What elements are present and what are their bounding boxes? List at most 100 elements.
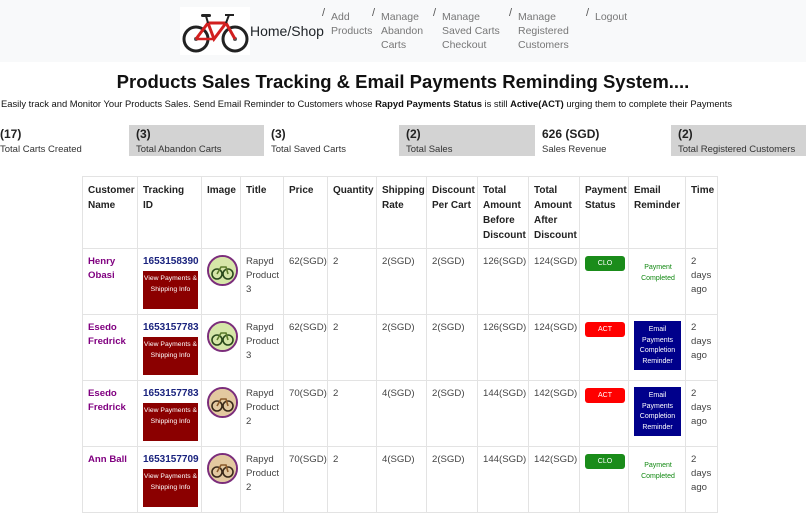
total-after-discount: 142(SGD)	[528, 380, 580, 447]
stat-registered-customers: (2) Total Registered Customers	[671, 125, 806, 156]
discount: 2(SGD)	[426, 446, 478, 513]
col-header: Image	[201, 176, 241, 249]
table-row: Henry Obasi 1653158390 View Payments & S…	[82, 248, 718, 315]
quantity: 2	[327, 314, 377, 381]
total-before-discount: 126(SGD)	[477, 314, 529, 381]
tracking-id: 1653157709	[143, 454, 199, 465]
tracking-id: 1653158390	[143, 256, 199, 267]
col-header: Customer Name	[82, 176, 138, 249]
product-image	[207, 321, 238, 352]
table-row: Esedo Fredrick 1653157783 View Payments …	[82, 314, 718, 381]
nav-manage-saved-carts[interactable]: / Manage Saved Carts Checkout	[433, 7, 506, 52]
price: 62(SGD)	[283, 248, 328, 315]
view-payments-button[interactable]: View Payments & Shipping Info	[143, 403, 198, 441]
time: 2 days ago	[685, 314, 718, 381]
view-payments-button[interactable]: View Payments & Shipping Info	[143, 337, 198, 375]
col-header: Tracking ID	[137, 176, 202, 249]
discount: 2(SGD)	[426, 248, 478, 315]
payment-completed-text: Payment Completed	[641, 264, 675, 282]
shipping-rate: 4(SGD)	[376, 380, 427, 447]
stat-total-carts: (17) Total Carts Created	[0, 125, 129, 156]
nav-separator: /	[509, 7, 513, 19]
discount: 2(SGD)	[426, 314, 478, 381]
stats-bar: (17) Total Carts Created (3) Total Aband…	[0, 125, 806, 156]
nav-separator: /	[433, 7, 437, 19]
product-image	[207, 453, 238, 484]
stat-abandon-carts: (3) Total Abandon Carts	[129, 125, 264, 156]
status-badge[interactable]: ACT	[585, 322, 625, 337]
discount: 2(SGD)	[426, 380, 478, 447]
stat-label: Total Carts Created	[0, 144, 82, 155]
customer-name[interactable]: Ann Ball	[88, 454, 127, 465]
stat-label: Total Abandon Carts	[136, 144, 222, 155]
col-header: Price	[283, 176, 328, 249]
nav-manage-abandon-carts[interactable]: / Manage Abandon Carts	[372, 7, 427, 52]
email-reminder-button[interactable]: Email Payments Completion Reminder	[634, 321, 681, 370]
col-header: Shipping Rate	[376, 176, 427, 249]
table-row: Esedo Fredrick 1653157783 View Payments …	[82, 380, 718, 447]
table-row: Ann Ball 1653157709 View Payments & Ship…	[82, 446, 718, 513]
time: 2 days ago	[685, 446, 718, 513]
quantity: 2	[327, 248, 377, 315]
view-payments-button[interactable]: View Payments & Shipping Info	[143, 271, 198, 309]
total-after-discount: 124(SGD)	[528, 314, 580, 381]
view-payments-button[interactable]: View Payments & Shipping Info	[143, 469, 198, 507]
sales-table: Customer Name Tracking ID Image Title Pr…	[82, 176, 718, 513]
payment-completed-text: Payment Completed	[641, 462, 675, 480]
stat-value: (2)	[406, 127, 421, 141]
total-before-discount: 126(SGD)	[477, 248, 529, 315]
nav-link-label: Manage Registered Customers	[518, 11, 569, 51]
status-badge[interactable]: ACT	[585, 388, 625, 403]
shipping-rate: 2(SGD)	[376, 248, 427, 315]
customer-name[interactable]: Henry Obasi	[88, 256, 116, 281]
home-shop-link[interactable]: Home/Shop	[250, 23, 324, 39]
col-header: Title	[240, 176, 284, 249]
email-reminder-button[interactable]: Email Payments Completion Reminder	[634, 387, 681, 436]
stat-value: (3)	[271, 127, 286, 141]
stat-label: Total Sales	[406, 144, 453, 155]
nav-manage-registered-customers[interactable]: / Manage Registered Customers	[509, 7, 574, 52]
bicycle-logo-icon[interactable]	[180, 7, 250, 55]
nav-link-label: Logout	[595, 11, 628, 23]
subtitle-bold-text: Active(ACT)	[510, 98, 564, 109]
price: 70(SGD)	[283, 446, 328, 513]
price: 62(SGD)	[283, 314, 328, 381]
col-header: Discount Per Cart	[426, 176, 478, 249]
col-header: Payment Status	[579, 176, 629, 249]
nav-add-products[interactable]: / Add Products	[322, 7, 372, 38]
stat-total-sales: (2) Total Sales	[399, 125, 535, 156]
product-title: Rapyd Product 3	[240, 248, 284, 315]
tracking-id: 1653157783	[143, 388, 199, 399]
top-navbar: Home/Shop / Add Products / Manage Abando…	[0, 0, 806, 62]
total-before-discount: 144(SGD)	[477, 446, 529, 513]
product-title: Rapyd Product 2	[240, 446, 284, 513]
table-header-row: Customer Name Tracking ID Image Title Pr…	[82, 176, 718, 249]
total-before-discount: 144(SGD)	[477, 380, 529, 447]
product-image	[207, 255, 238, 286]
stat-label: Sales Revenue	[542, 144, 607, 155]
status-badge[interactable]: CLO	[585, 256, 625, 271]
subtitle-text: Easily track and Monitor Your Products S…	[1, 98, 376, 109]
nav-link-label: Manage Abandon Carts	[381, 11, 424, 51]
nav-link-label: Manage Saved Carts Checkout	[442, 11, 500, 51]
col-header: Total Amount After Discount	[528, 176, 580, 249]
nav-logout[interactable]: / Logout	[586, 7, 635, 24]
stat-value: 626 (SGD)	[542, 127, 600, 141]
page-subtitle: Easily track and Monitor Your Products S…	[1, 98, 806, 109]
subtitle-bold-text: Rapyd Payments Status	[375, 98, 482, 109]
customer-name[interactable]: Esedo Fredrick	[88, 388, 126, 413]
price: 70(SGD)	[283, 380, 328, 447]
customer-name[interactable]: Esedo Fredrick	[88, 322, 126, 347]
stat-label: Total Saved Carts	[271, 144, 346, 155]
product-title: Rapyd Product 2	[240, 380, 284, 447]
page-title: Products Sales Tracking & Email Payments…	[116, 71, 690, 92]
stat-saved-carts: (3) Total Saved Carts	[264, 125, 399, 156]
stat-sales-revenue: 626 (SGD) Sales Revenue	[535, 125, 671, 156]
status-badge[interactable]: CLO	[585, 454, 625, 469]
stat-value: (3)	[136, 127, 151, 141]
nav-separator: /	[586, 7, 590, 19]
quantity: 2	[327, 446, 377, 513]
total-after-discount: 142(SGD)	[528, 446, 580, 513]
nav-separator: /	[372, 7, 376, 19]
shipping-rate: 2(SGD)	[376, 314, 427, 381]
